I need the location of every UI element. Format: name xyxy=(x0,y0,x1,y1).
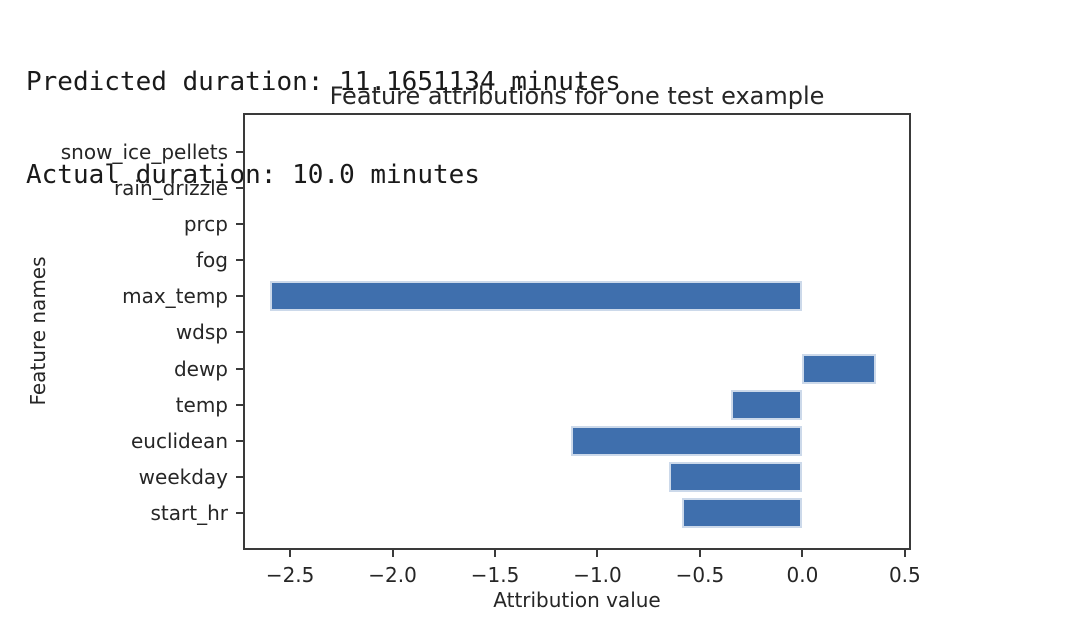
x-axis-tick xyxy=(391,550,394,557)
bar-temp xyxy=(730,389,803,420)
y-tick-label-fog: fog xyxy=(196,248,228,272)
chart-title: Feature attributions for one test exampl… xyxy=(329,82,825,110)
bar-start_hr xyxy=(681,498,803,529)
y-axis-tick xyxy=(236,186,243,189)
x-axis-tick xyxy=(903,550,906,557)
y-tick-label-dewp: dewp xyxy=(173,356,228,381)
y-tick-label-euclidean: euclidean xyxy=(130,428,228,453)
y-axis-tick xyxy=(236,476,243,479)
y-tick-label-max_temp: max_temp xyxy=(122,284,228,309)
y-axis-tick xyxy=(236,512,243,515)
x-tick-label: −1.0 xyxy=(573,563,622,587)
x-axis-tick xyxy=(698,550,701,557)
y-axis-tick xyxy=(236,295,243,298)
y-tick-label-start_hr: start_hr xyxy=(150,501,228,526)
y-axis-tick xyxy=(236,259,243,261)
y-tick-label-weekday: weekday xyxy=(138,465,228,490)
y-axis-tick xyxy=(236,150,243,153)
x-axis-tick xyxy=(801,550,804,557)
y-tick-label-snow_ice_pellets: snow_ice_pellets xyxy=(60,139,228,164)
y-tick-label-wdsp: wdsp xyxy=(175,320,228,345)
y-axis-tick xyxy=(236,367,243,370)
x-tick-label: −2.0 xyxy=(368,563,417,587)
x-tick-label: −2.5 xyxy=(265,563,315,587)
predicted-duration-text: Predicted duration: 11.1651134 minutes xyxy=(26,67,621,97)
y-axis-tick xyxy=(236,439,243,442)
bar-max_temp xyxy=(269,281,803,312)
x-tick-label: 0.5 xyxy=(888,563,921,587)
console-output: Predicted duration: 11.1651134 minutes A… xyxy=(26,5,621,253)
bar-weekday xyxy=(669,462,803,493)
x-axis-tick xyxy=(494,550,497,557)
bar-dewp xyxy=(802,353,877,384)
x-tick-label: −1.5 xyxy=(470,563,520,587)
actual-duration-text: Actual duration: 10.0 minutes xyxy=(26,160,480,190)
x-axis-tick xyxy=(289,550,292,557)
y-axis-tick xyxy=(236,403,243,406)
y-axis-tick xyxy=(236,331,243,334)
bar-euclidean xyxy=(570,425,803,456)
x-tick-label: −0.5 xyxy=(675,563,725,587)
y-tick-label-rain_drizzle: rain_drizzle xyxy=(113,175,228,200)
y-tick-label-temp: temp xyxy=(175,392,228,417)
x-axis-label: Attribution value xyxy=(493,588,661,612)
y-tick-label-prcp: prcp xyxy=(183,211,228,236)
y-axis-tick xyxy=(236,222,243,225)
x-axis-tick xyxy=(596,550,599,557)
x-tick-label: 0.0 xyxy=(786,563,819,587)
